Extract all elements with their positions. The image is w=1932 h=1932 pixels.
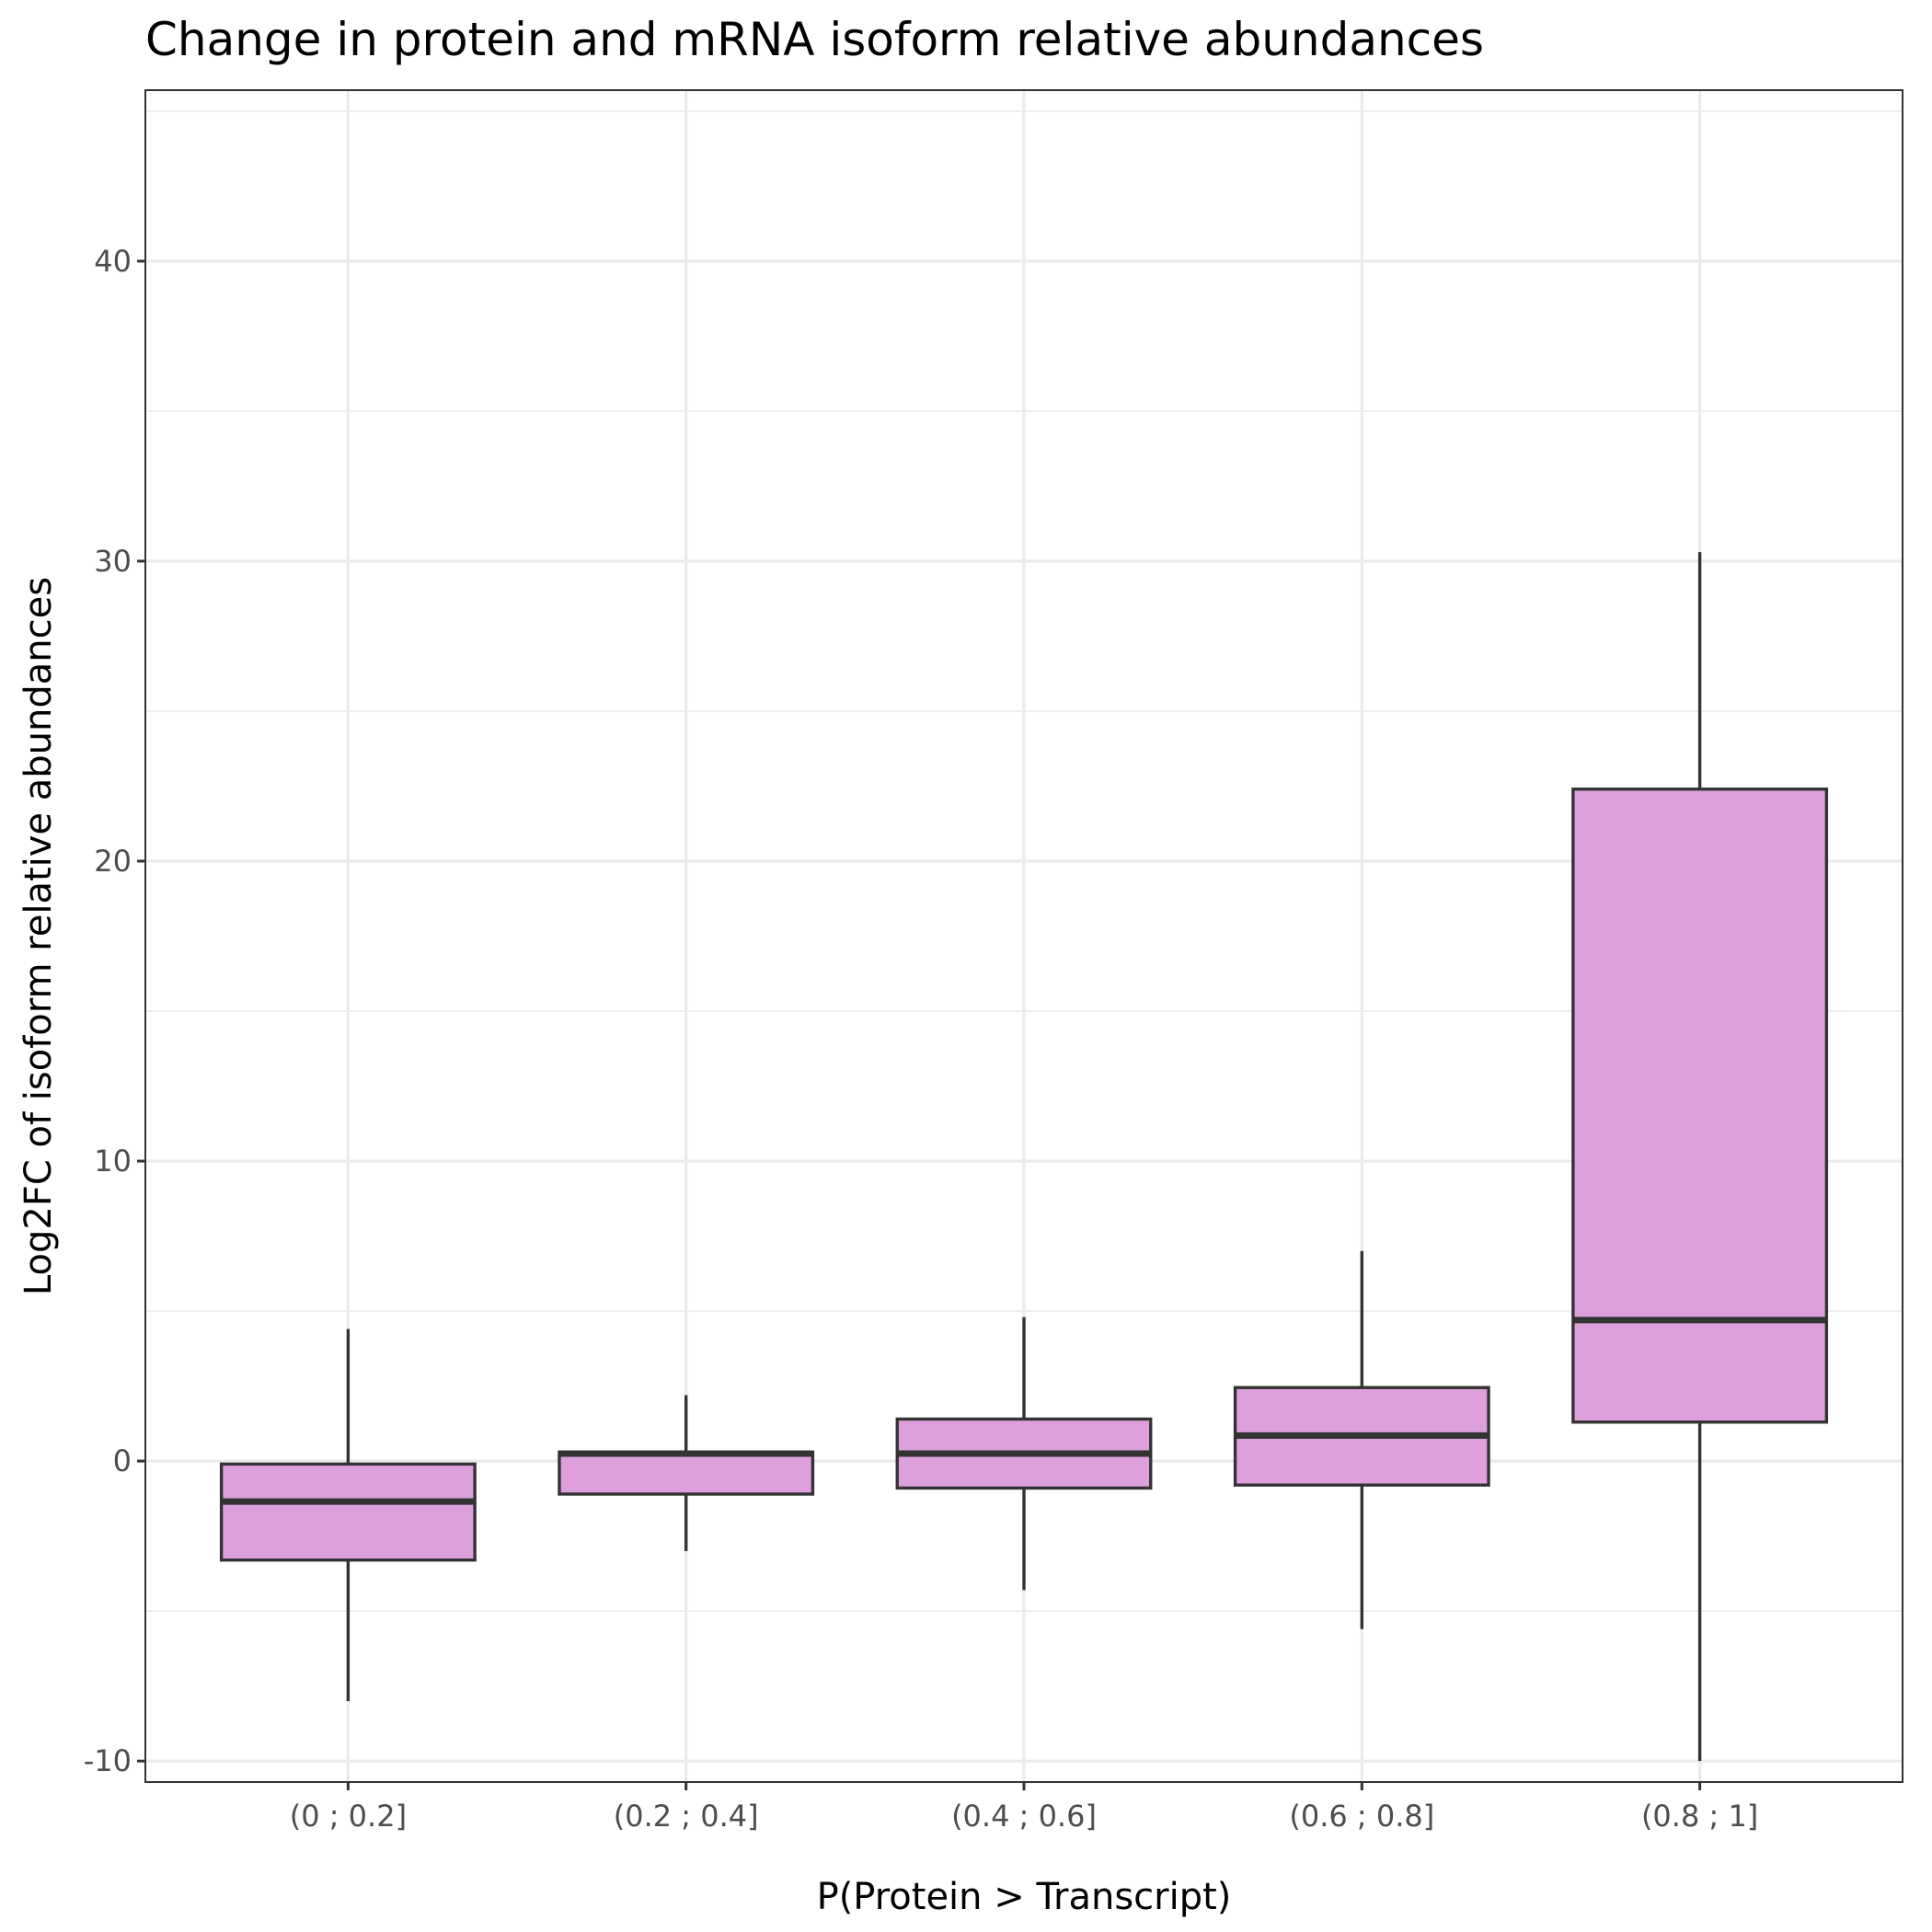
- y-tick-label: 40: [94, 244, 132, 279]
- y-tick-label: 20: [94, 844, 132, 879]
- box-iqr: [558, 1450, 815, 1496]
- y-tick-label: 10: [94, 1144, 132, 1179]
- chart-title: Change in protein and mRNA isoform relat…: [145, 13, 1484, 66]
- box-1: [219, 1328, 477, 1701]
- x-tick-label: (0 ; 0.2]: [290, 1799, 407, 1834]
- box-2: [558, 1395, 815, 1551]
- y-tick-label: -10: [84, 1743, 132, 1778]
- x-tick-label: (0.6 ; 0.8]: [1289, 1799, 1434, 1834]
- y-axis-title: Log2FC of isoform relative abundances: [17, 577, 60, 1295]
- box-4: [1233, 1250, 1490, 1629]
- y-tick-label: 0: [113, 1443, 132, 1478]
- x-tick-label: (0.2 ; 0.4]: [614, 1799, 759, 1834]
- x-axis-title: P(Protein > Transcript): [817, 1876, 1232, 1918]
- box-5: [1571, 552, 1829, 1762]
- x-axis: (0 ; 0.2] (0.2 ; 0.4] (0.4 ; 0.6] (0.6 ; 0.…: [290, 1782, 1758, 1834]
- x-tick-label: (0.4 ; 0.6]: [951, 1799, 1097, 1834]
- y-axis: -10 0 10 20 30 40: [84, 244, 145, 1778]
- box-iqr: [219, 1462, 477, 1562]
- y-tick-label: 30: [94, 544, 132, 579]
- box-3: [895, 1317, 1153, 1591]
- x-tick-label: (0.8 ; 1]: [1641, 1799, 1758, 1834]
- box-iqr: [1571, 788, 1829, 1424]
- box-series: [219, 552, 1829, 1762]
